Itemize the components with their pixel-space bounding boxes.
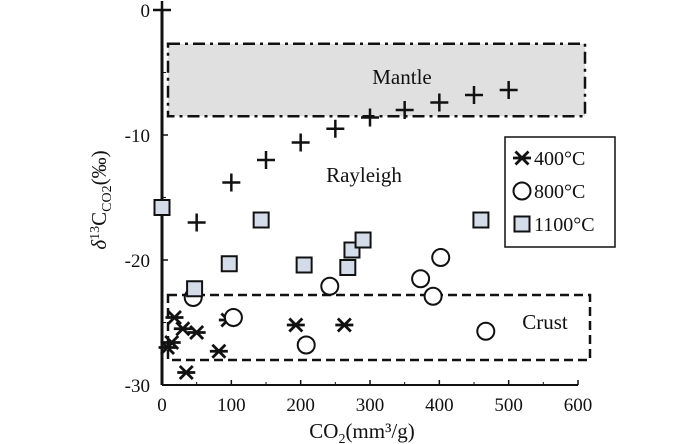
point-circle bbox=[423, 286, 443, 306]
point-plus bbox=[257, 151, 275, 169]
point-circle bbox=[411, 269, 431, 289]
point-square bbox=[220, 255, 238, 273]
legend-label: 400°C bbox=[534, 148, 585, 170]
point-plus bbox=[430, 93, 449, 112]
legend-label: 800°C bbox=[534, 181, 585, 203]
regions-layer bbox=[166, 42, 592, 362]
point-plus bbox=[153, 1, 171, 19]
point-square bbox=[153, 199, 171, 216]
point-asterisk bbox=[187, 325, 206, 340]
point-circle bbox=[223, 308, 243, 327]
point-asterisk bbox=[286, 317, 305, 333]
legend-marker-asterisk bbox=[513, 150, 531, 166]
mantle-label: Mantle bbox=[372, 65, 431, 89]
y-tick-label: 0 bbox=[141, 1, 151, 22]
point-square bbox=[339, 259, 357, 276]
point-plus bbox=[187, 213, 206, 232]
x-tick-label: 0 bbox=[157, 395, 167, 416]
y-tick-label: -20 bbox=[125, 251, 150, 272]
x-tick-label: 600 bbox=[564, 395, 593, 416]
point-plus bbox=[395, 101, 414, 119]
point-square bbox=[295, 256, 313, 274]
points-layer bbox=[153, 1, 518, 380]
point-plus bbox=[326, 119, 345, 138]
y-tick-label: -10 bbox=[125, 126, 150, 147]
legend: 400°C 800°C 1100°C bbox=[504, 136, 616, 248]
axes-layer: 0 100 200 300 400 500 600 0 -10 -20 -30 bbox=[125, 1, 593, 416]
x-tick-label: 500 bbox=[494, 395, 523, 416]
mantle-region bbox=[166, 42, 587, 118]
point-square bbox=[186, 280, 204, 298]
point-plus bbox=[222, 173, 241, 192]
point-asterisk bbox=[177, 365, 196, 380]
point-square bbox=[354, 231, 372, 249]
point-square bbox=[472, 211, 490, 229]
legend-marker-circle bbox=[512, 181, 532, 201]
rayleigh-label: Rayleigh bbox=[326, 163, 402, 187]
y-axis-title: δ13CCO2(‰) bbox=[87, 150, 115, 249]
point-asterisk bbox=[162, 335, 181, 350]
y-tick-label: -30 bbox=[125, 376, 150, 397]
point-circle bbox=[476, 321, 496, 341]
legend-marker-square bbox=[513, 215, 531, 233]
legend-label: 1100°C bbox=[534, 214, 595, 236]
point-asterisk bbox=[335, 317, 354, 333]
point-asterisk bbox=[165, 310, 184, 325]
point-square bbox=[252, 211, 270, 229]
x-tick-label: 400 bbox=[425, 395, 454, 416]
x-tick-label: 300 bbox=[356, 395, 385, 416]
point-plus bbox=[291, 133, 310, 152]
point-asterisk bbox=[209, 343, 228, 359]
point-asterisk bbox=[173, 321, 192, 337]
crust-label: Crust bbox=[522, 310, 568, 334]
point-circle bbox=[296, 335, 316, 355]
point-plus bbox=[465, 86, 483, 104]
point-plus bbox=[499, 81, 518, 99]
crust-region bbox=[166, 293, 592, 362]
x-tick-label: 100 bbox=[217, 395, 246, 416]
x-axis-title: CO2(mm³/g) bbox=[309, 419, 414, 444]
x-tick-label: 200 bbox=[286, 395, 315, 416]
point-plus bbox=[361, 108, 379, 127]
point-circle bbox=[320, 276, 340, 296]
point-circle bbox=[431, 248, 451, 267]
